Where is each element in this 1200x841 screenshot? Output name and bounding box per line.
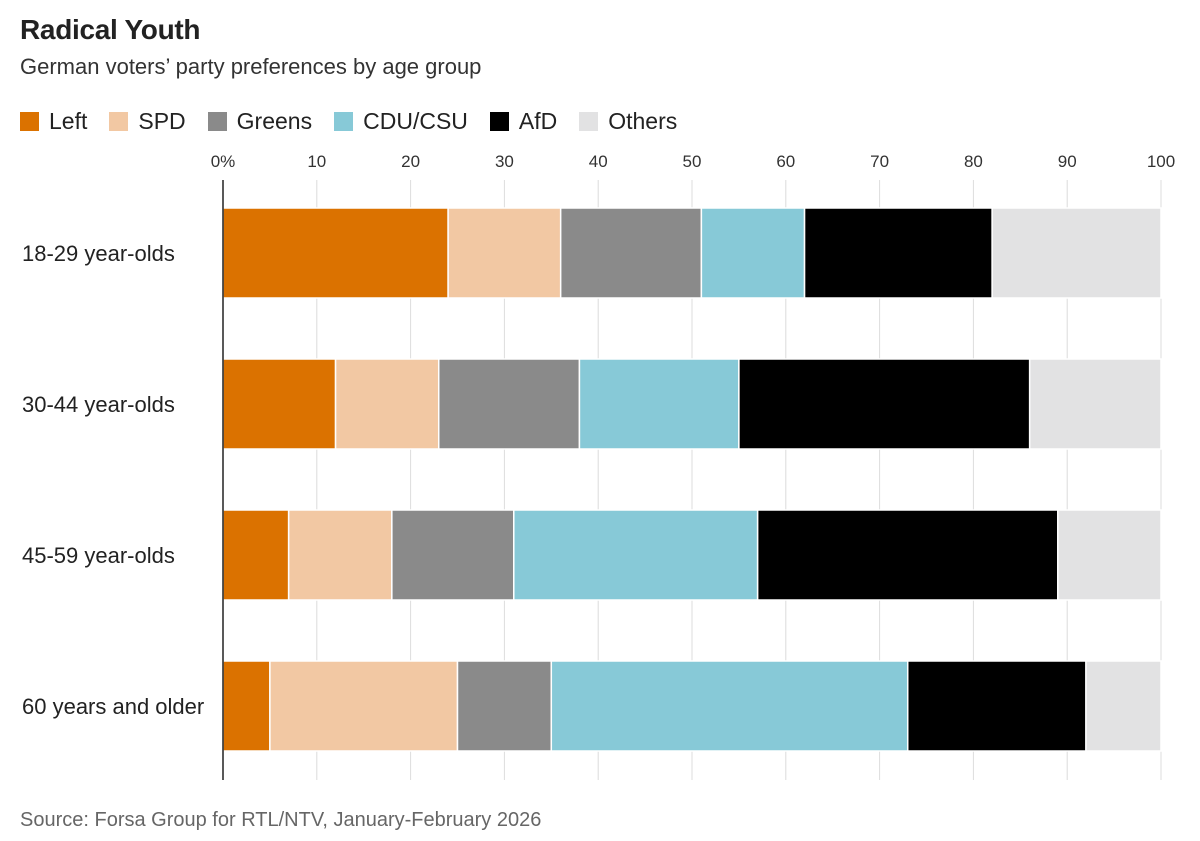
bar-segment-cdu-csu-4 xyxy=(550,660,909,752)
x-tick-label-60: 60 xyxy=(776,152,795,171)
legend-item-greens: Greens xyxy=(207,108,313,135)
x-tick-label-0: 0% xyxy=(211,152,236,171)
legend-swatch xyxy=(579,112,599,131)
x-tick-label-20: 20 xyxy=(401,152,420,171)
bar-segment-spd-4 xyxy=(269,660,459,752)
legend-label: Greens xyxy=(236,108,313,134)
bar-segment-cdu-csu-3 xyxy=(513,509,759,601)
category-label-4: 60 years and older xyxy=(22,694,204,719)
bar-segment-afd-4 xyxy=(906,660,1087,752)
x-tick-label-80: 80 xyxy=(964,152,983,171)
bar-segment-spd-1 xyxy=(447,207,562,299)
bar-segment-left-1 xyxy=(222,207,449,299)
legend-swatch xyxy=(489,112,509,131)
bar-segment-afd-3 xyxy=(756,509,1059,601)
legend-item-others: Others xyxy=(579,108,677,135)
legend-item-spd: SPD xyxy=(109,108,186,135)
bar-segment-spd-2 xyxy=(334,358,440,450)
bar-segment-greens-3 xyxy=(391,509,515,601)
bar-segment-greens-2 xyxy=(437,358,581,450)
x-tick-label-90: 90 xyxy=(1058,152,1077,171)
x-tick-label-10: 10 xyxy=(307,152,326,171)
bar-segment-greens-4 xyxy=(456,660,553,752)
legend-swatch xyxy=(109,112,129,131)
chart-subtitle: German voters’ party preferences by age … xyxy=(20,54,482,79)
bar-segment-cdu-csu-1 xyxy=(700,207,806,299)
category-label-3: 45-59 year-olds xyxy=(22,543,175,568)
legend-label: CDU/CSU xyxy=(363,108,468,134)
legend-swatch xyxy=(207,112,227,131)
legend-label: Left xyxy=(49,108,88,134)
bar-segment-afd-2 xyxy=(738,358,1031,450)
legend: Left SPD Greens CDU/CSU AfD Others xyxy=(20,108,699,135)
legend-item-cdu-csu: CDU/CSU xyxy=(334,108,468,135)
category-label-1: 18-29 year-olds xyxy=(22,241,175,266)
legend-label: SPD xyxy=(138,108,186,134)
bar-segment-spd-3 xyxy=(287,509,393,601)
legend-label: Others xyxy=(608,108,678,134)
legend-item-left: Left xyxy=(20,108,87,135)
bar-segment-others-3 xyxy=(1057,509,1162,601)
bar-segment-cdu-csu-2 xyxy=(578,358,740,450)
bar-segment-others-1 xyxy=(991,207,1162,299)
bar-segment-afd-1 xyxy=(803,207,993,299)
stacked-bar-chart: 0% 10 20 30 40 50 60 70 80 90 100 18-29 year-olds 3… xyxy=(22,152,1175,780)
bar-segment-greens-1 xyxy=(559,207,703,299)
bar-segment-left-3 xyxy=(222,509,290,601)
bar-segment-left-4 xyxy=(222,660,271,752)
category-label-2: 30-44 year-olds xyxy=(22,392,175,417)
bar-segment-others-4 xyxy=(1085,660,1162,752)
x-tick-labels: 0% 10 20 30 40 50 60 70 80 90 100 xyxy=(211,152,1175,171)
chart-title: Radical Youth xyxy=(20,14,201,45)
legend-label: AfD xyxy=(518,108,558,134)
x-tick-label-50: 50 xyxy=(683,152,702,171)
legend-swatch xyxy=(20,112,39,131)
source-note: Source: Forsa Group for RTL/NTV, January… xyxy=(20,809,542,831)
bar-segment-left-2 xyxy=(222,358,337,450)
x-tick-label-40: 40 xyxy=(589,152,608,171)
x-tick-label-30: 30 xyxy=(495,152,514,171)
x-tick-label-100: 100 xyxy=(1147,152,1175,171)
bar-segment-others-2 xyxy=(1028,358,1162,450)
x-tick-label-70: 70 xyxy=(870,152,889,171)
legend-item-afd: AfD xyxy=(489,108,558,135)
bars xyxy=(222,207,1162,752)
category-labels: 18-29 year-olds 30-44 year-olds 45-59 year… xyxy=(22,241,204,719)
legend-swatch xyxy=(334,112,354,131)
